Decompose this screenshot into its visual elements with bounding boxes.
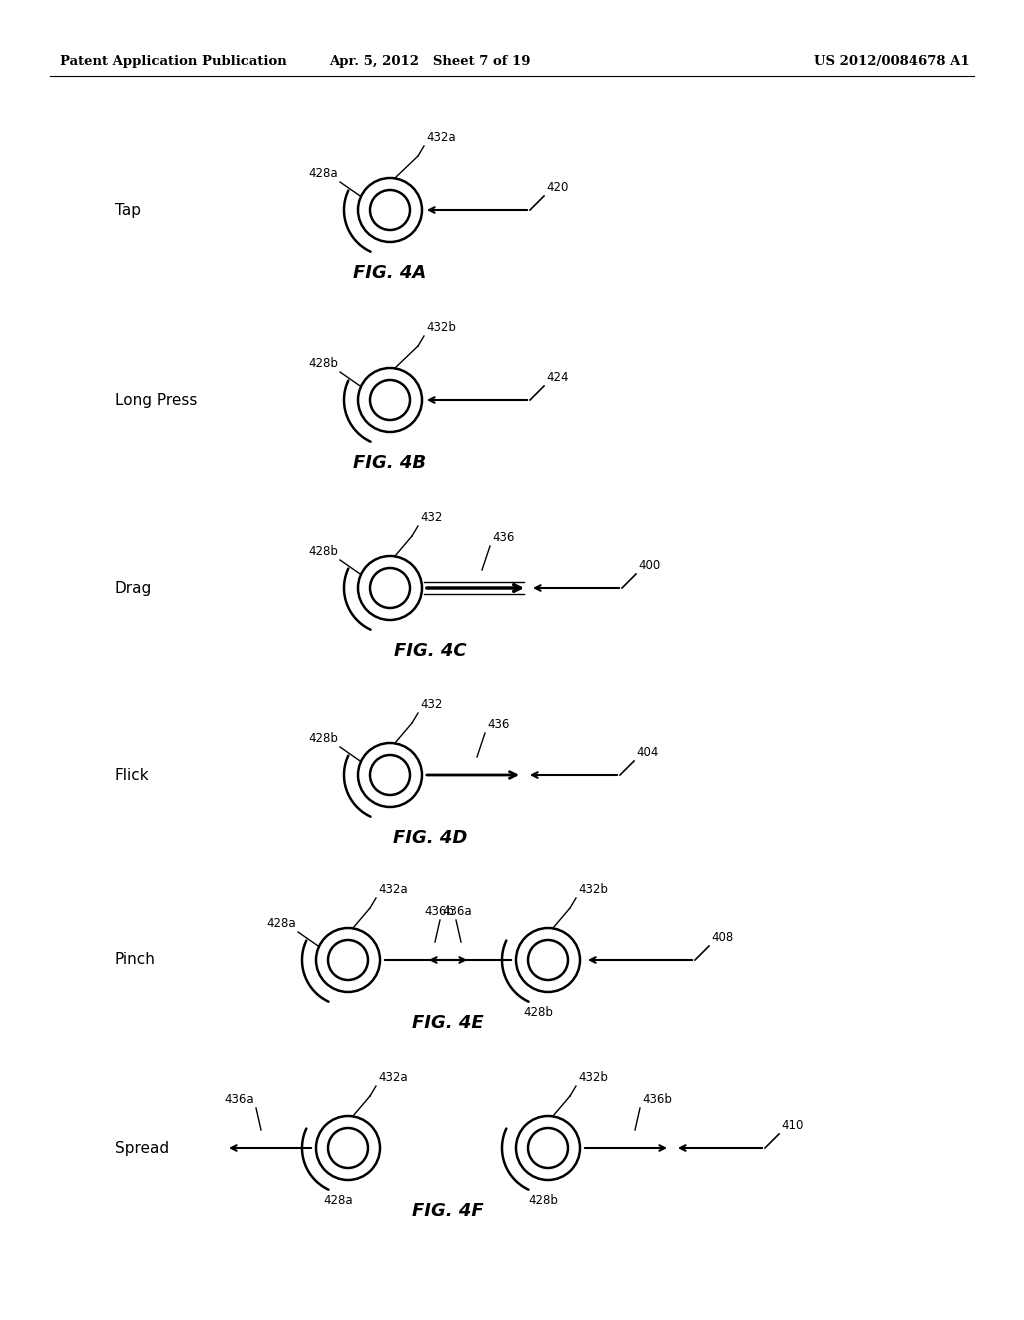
Circle shape — [528, 1129, 568, 1168]
Text: 432a: 432a — [378, 883, 408, 896]
Circle shape — [358, 743, 422, 807]
Text: 424: 424 — [546, 371, 568, 384]
Text: Drag: Drag — [115, 581, 153, 595]
Text: Flick: Flick — [115, 767, 150, 783]
Circle shape — [370, 755, 410, 795]
Text: 400: 400 — [638, 558, 660, 572]
Text: Spread: Spread — [115, 1140, 169, 1155]
Text: FIG. 4B: FIG. 4B — [353, 454, 427, 473]
Circle shape — [370, 190, 410, 230]
Text: FIG. 4E: FIG. 4E — [413, 1014, 483, 1032]
Text: 432b: 432b — [578, 883, 608, 896]
Text: 436a: 436a — [224, 1093, 254, 1106]
Text: 428b: 428b — [308, 356, 338, 370]
Text: 428b: 428b — [308, 545, 338, 558]
Text: 404: 404 — [636, 746, 658, 759]
Text: 436b: 436b — [642, 1093, 672, 1106]
Circle shape — [316, 1115, 380, 1180]
Circle shape — [358, 556, 422, 620]
Text: 436b: 436b — [424, 906, 454, 917]
Text: 428b: 428b — [528, 1195, 558, 1206]
Text: 432b: 432b — [426, 321, 456, 334]
Circle shape — [370, 568, 410, 609]
Circle shape — [516, 1115, 580, 1180]
Text: 432: 432 — [420, 511, 442, 524]
Text: FIG. 4F: FIG. 4F — [413, 1203, 483, 1220]
Circle shape — [358, 368, 422, 432]
Text: 432: 432 — [420, 698, 442, 711]
Text: US 2012/0084678 A1: US 2012/0084678 A1 — [814, 55, 970, 69]
Circle shape — [528, 940, 568, 979]
Text: 428b: 428b — [523, 1006, 553, 1019]
Text: Long Press: Long Press — [115, 392, 198, 408]
Circle shape — [358, 178, 422, 242]
Text: 432a: 432a — [426, 131, 456, 144]
Circle shape — [370, 380, 410, 420]
Text: 408: 408 — [711, 931, 733, 944]
Text: FIG. 4D: FIG. 4D — [393, 829, 467, 847]
Text: 432b: 432b — [578, 1071, 608, 1084]
Circle shape — [316, 928, 380, 993]
Text: 420: 420 — [546, 181, 568, 194]
Text: 428a: 428a — [308, 168, 338, 180]
Circle shape — [516, 928, 580, 993]
Text: 428a: 428a — [324, 1195, 353, 1206]
Text: Tap: Tap — [115, 202, 141, 218]
Circle shape — [328, 1129, 368, 1168]
Text: FIG. 4A: FIG. 4A — [353, 264, 427, 282]
Text: Pinch: Pinch — [115, 953, 156, 968]
Text: 436a: 436a — [442, 906, 472, 917]
Circle shape — [328, 940, 368, 979]
Text: FIG. 4C: FIG. 4C — [393, 642, 466, 660]
Text: 410: 410 — [781, 1119, 804, 1133]
Text: 428a: 428a — [266, 917, 296, 931]
Text: 436: 436 — [492, 531, 514, 544]
Text: 428b: 428b — [308, 733, 338, 744]
Text: 432a: 432a — [378, 1071, 408, 1084]
Text: Apr. 5, 2012   Sheet 7 of 19: Apr. 5, 2012 Sheet 7 of 19 — [330, 55, 530, 69]
Text: 436: 436 — [487, 718, 509, 731]
Text: Patent Application Publication: Patent Application Publication — [60, 55, 287, 69]
